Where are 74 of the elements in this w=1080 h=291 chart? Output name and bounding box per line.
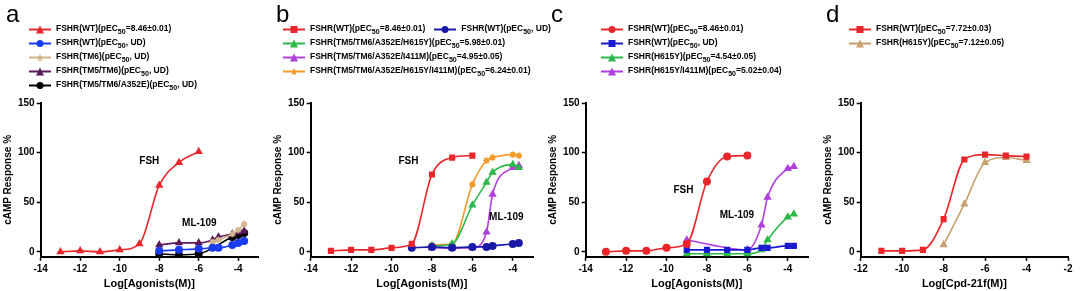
x-tick-label: -14 <box>303 262 319 274</box>
x-tick-label: -10 <box>894 262 910 274</box>
x-axis-title: Log[Agonists(M)] <box>651 277 743 290</box>
x-tick-label: -8 <box>427 262 437 274</box>
x-tick-label: -8 <box>154 262 165 274</box>
y-tick-label: 0 <box>849 245 856 257</box>
x-tick-label: -2 <box>1063 262 1073 274</box>
x-tick-label: -6 <box>467 262 478 274</box>
x-tick-label: -6 <box>742 262 753 274</box>
y-tick-label: 50 <box>23 195 36 207</box>
legend-label: FSHR(WT)(pEC$_{50}$, UD) <box>461 23 551 36</box>
annotation: ML-109 <box>719 209 755 221</box>
x-tick-label: -14 <box>578 262 594 274</box>
chart-title: a <box>6 0 20 28</box>
chart-title: b <box>276 0 290 28</box>
x-tick-label: -12 <box>853 262 869 274</box>
x-tick-label: -10 <box>384 262 400 274</box>
y-tick-label: 50 <box>293 195 306 207</box>
x-tick-label: -12 <box>72 262 88 274</box>
y-tick-label: 100 <box>18 146 36 158</box>
y-tick-label: 150 <box>838 96 856 108</box>
y-axis-title: cAMP Response % <box>821 134 833 225</box>
x-tick-label: -10 <box>659 262 675 274</box>
x-axis-title: Log[Agonists(M)] <box>376 277 468 290</box>
x-tick-label: -12 <box>618 262 634 274</box>
x-tick-label: -6 <box>194 262 204 274</box>
legend-label: FSHR(TM5/TM6/A352E/H615Y)(pEC$_{50}$=5.98±0.01) <box>310 37 506 50</box>
y-tick-label: 150 <box>563 96 581 108</box>
x-tick-label: -4 <box>783 262 793 274</box>
x-tick-label: -8 <box>939 262 949 274</box>
x-tick-label: -8 <box>702 262 712 274</box>
y-axis-title: cAMP Response % <box>271 134 283 225</box>
annotation: ML-109 <box>182 216 217 228</box>
legend-label: FSHR(H615Y)(pEC$_{50}$=4.54±0.05) <box>628 51 757 64</box>
chart-title: c <box>551 0 563 28</box>
legend-label: FSHR(H615Y/I411M)(pEC$_{50}$=5.02±0.04) <box>628 65 782 78</box>
legend-label: FSHR(WT)(pEC$_{50}$, UD) <box>628 37 718 50</box>
y-tick-label: 0 <box>299 245 306 257</box>
legend-label: FSHR(WT)(pEC$_{50}$, UD) <box>56 37 146 50</box>
legend-label: FSHR(TM5/TM6/A352E/I411M)(pEC$_{50}$=4.95±0.05) <box>310 51 503 64</box>
y-axis-title: cAMP Response % <box>1 134 13 225</box>
legend-label: FSHR(TM5/TM6/A352E/H615Y/I411M)(pEC$_{50}$=6.24±0.01) <box>310 65 531 78</box>
legend-label: FSHR(WT)(pEC$_{50}$=8.46±0.01) <box>628 23 744 36</box>
legend-label: FSHR(WT)(pEC$_{50}$=8.46±0.01) <box>310 23 426 36</box>
annotation: FSH <box>139 155 160 167</box>
legend-label: FSHR(TM6)(pEC$_{50}$, UD) <box>56 51 150 64</box>
x-tick-label: -4 <box>233 262 244 274</box>
x-tick-label: -6 <box>980 262 990 274</box>
annotation: FSH <box>398 155 419 167</box>
legend-label: FSHR(H615Y)(pEC$_{50}$=7.12±0.05) <box>876 37 1005 50</box>
y-tick-label: 100 <box>838 146 856 158</box>
y-tick-label: 50 <box>843 195 856 207</box>
x-tick-label: -4 <box>1022 262 1032 274</box>
x-tick-label: -14 <box>33 262 49 274</box>
legend-label: FSHR(WT)(pEC$_{50}$=7.72±0.03) <box>876 23 992 36</box>
y-tick-label: 100 <box>563 146 581 158</box>
legend-label: FSHR(TM5/TM6)(pEC$_{50}$, UD) <box>56 65 169 78</box>
y-tick-label: 0 <box>29 245 36 257</box>
y-tick-label: 50 <box>568 195 581 207</box>
legend-label: FSHR(WT)(pEC$_{50}$=8.46±0.01) <box>56 23 172 36</box>
y-tick-label: 150 <box>288 96 306 108</box>
annotation: FSH <box>673 184 694 196</box>
y-tick-label: 0 <box>574 245 581 257</box>
y-tick-label: 100 <box>288 146 306 158</box>
chart-title: d <box>826 0 840 28</box>
y-axis-title: cAMP Response % <box>546 134 558 225</box>
x-axis-title: Log[Cpd-21f(M)] <box>921 277 1008 290</box>
y-tick-label: 150 <box>18 96 36 108</box>
x-tick-label: -4 <box>508 262 518 274</box>
annotation: ML-109 <box>489 210 524 222</box>
legend-label: FSHR(TM5/TM6/A352E)(pEC$_{50}$, UD) <box>56 79 198 92</box>
x-tick-label: -12 <box>343 262 359 274</box>
x-tick-label: -10 <box>112 262 128 274</box>
x-axis-title: Log[Agonists(M)] <box>103 277 196 290</box>
